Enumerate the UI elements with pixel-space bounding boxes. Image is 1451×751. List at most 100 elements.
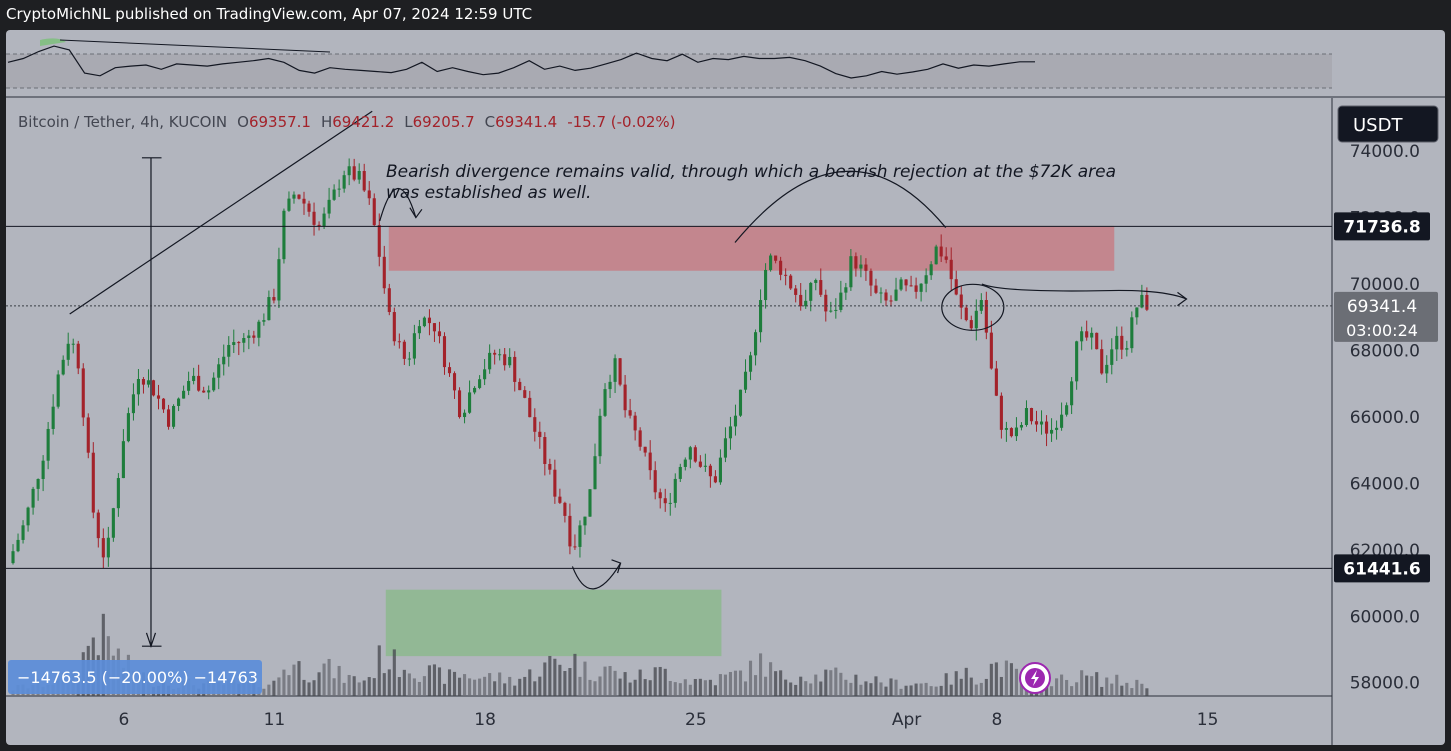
candle-body (1050, 429, 1054, 434)
candle-body (452, 373, 457, 391)
candle-body (884, 292, 888, 301)
price-tick-label: 68000.0 (1350, 341, 1420, 361)
candle-body (21, 525, 25, 540)
time-tick-label: 6 (118, 710, 129, 730)
volume-bar (548, 655, 552, 696)
legend-symbol: Bitcoin / Tether, 4h, KUCOIN (18, 113, 227, 131)
volume-bar (387, 669, 391, 696)
candle-body (262, 320, 266, 322)
price-tick-label: 64000.0 (1350, 474, 1420, 494)
volume-bar (407, 673, 411, 696)
legend-open-label: O (237, 113, 249, 131)
legend-low-label: L (404, 113, 413, 131)
candle-body (994, 368, 998, 396)
candle-body (232, 342, 236, 345)
candle-body (528, 397, 532, 418)
volume-bar (653, 667, 657, 696)
candle-body (794, 288, 798, 295)
volume-bar (1014, 668, 1018, 696)
volume-bar (874, 676, 878, 696)
volume-bar (327, 658, 331, 696)
candle-body (648, 452, 652, 471)
volume-bar (538, 676, 542, 696)
volume-bar (728, 671, 733, 696)
volume-bar (307, 682, 311, 696)
time-tick-label: 15 (1197, 710, 1219, 730)
candle-body (658, 492, 662, 499)
volume-bar (498, 672, 502, 696)
candle-body (1070, 381, 1074, 406)
volume-bar (392, 649, 396, 696)
volume-bar (944, 673, 948, 696)
candle-body (904, 279, 908, 286)
candle-body (1019, 424, 1024, 428)
candle-body (1024, 407, 1029, 425)
candle-body (197, 375, 201, 391)
candle-body (859, 264, 863, 269)
volume-bar (809, 683, 813, 696)
lightning-icon-bolt (1031, 670, 1039, 686)
volume-bar (698, 678, 702, 696)
volume-bar (1105, 677, 1109, 696)
volume-bar (969, 677, 973, 696)
currency-button[interactable]: USDT (1353, 115, 1403, 136)
volume-bar (994, 662, 998, 696)
candle-body (402, 341, 406, 359)
volume-bar (317, 672, 321, 696)
volume-bar (1130, 688, 1134, 696)
candle-body (558, 496, 562, 503)
volume-bar (1075, 682, 1079, 696)
volume-bar (1085, 675, 1089, 696)
volume-bar (924, 682, 928, 696)
candle-body (222, 356, 226, 365)
volume-bar (914, 683, 918, 696)
candle-body (984, 300, 988, 333)
candle-body (588, 489, 592, 517)
rejection-arc-2 (734, 170, 947, 243)
candle-body (141, 379, 146, 385)
candle-body (121, 441, 125, 479)
candle-body (257, 321, 261, 338)
candle-body (934, 246, 938, 265)
candle-body (372, 198, 376, 226)
candle-body (753, 332, 758, 356)
volume-bar (618, 678, 622, 696)
candle-body (337, 188, 341, 190)
candle-body (136, 379, 140, 395)
candle-body (207, 390, 211, 393)
candle-body (1090, 332, 1094, 338)
levels (6, 225, 1332, 569)
candle-body (478, 379, 482, 388)
price-tick-label: 70000.0 (1350, 275, 1420, 295)
candle-body (483, 369, 487, 380)
candle-body (1145, 294, 1149, 310)
volume-bar (794, 684, 798, 696)
candle-body (743, 371, 748, 390)
candle-body (1034, 421, 1039, 425)
rejection-arc-1-arrow (409, 207, 423, 219)
volume-bar (648, 680, 652, 696)
candle-body (36, 479, 40, 489)
candle-body (924, 275, 928, 284)
candle-body (202, 390, 206, 393)
volume-bar (478, 678, 482, 696)
volume-bar (889, 678, 893, 696)
candle-body (678, 466, 682, 479)
candle-body (1009, 428, 1013, 437)
candle-body (432, 323, 437, 332)
volume-bar (402, 669, 406, 696)
volume-bar (964, 667, 968, 696)
volume-bar (488, 673, 492, 696)
candle-body (618, 358, 622, 385)
volume-bar (899, 688, 903, 696)
candle-body (407, 358, 411, 360)
candle-body (292, 194, 296, 199)
candle-body (548, 463, 552, 470)
candle-body (733, 415, 738, 427)
volume-bar (839, 672, 843, 696)
candle-body (26, 507, 30, 526)
candle-body (217, 364, 221, 378)
candle-body (437, 331, 442, 337)
volume-bar (774, 671, 778, 696)
